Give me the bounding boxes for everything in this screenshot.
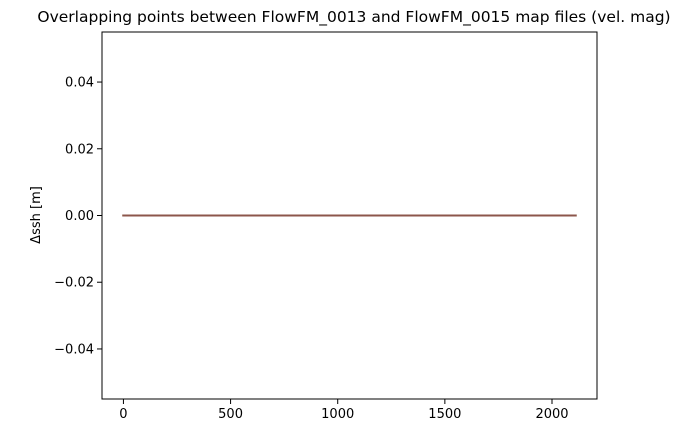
- y-tick-label: −0.04: [54, 342, 94, 357]
- y-axis-label: Δssh [m]: [29, 186, 44, 244]
- chart-title: Overlapping points between FlowFM_0013 a…: [37, 8, 670, 27]
- plot-area: [101, 31, 598, 400]
- x-tick-label: 1500: [428, 407, 461, 422]
- x-axis: 0 500 1000 1500 2000: [119, 399, 569, 422]
- y-tick-label: 0.02: [65, 142, 94, 157]
- x-tick-label: 500: [218, 407, 243, 422]
- y-axis: 0.04 0.02 0.00 −0.02 −0.04: [54, 76, 102, 357]
- x-tick-label: 0: [119, 407, 127, 422]
- x-tick-label: 1000: [321, 407, 354, 422]
- y-tick-label: 0.00: [65, 209, 94, 224]
- x-tick-label: 2000: [535, 407, 568, 422]
- y-tick-label: 0.04: [65, 76, 94, 91]
- y-tick-label: −0.02: [54, 276, 94, 291]
